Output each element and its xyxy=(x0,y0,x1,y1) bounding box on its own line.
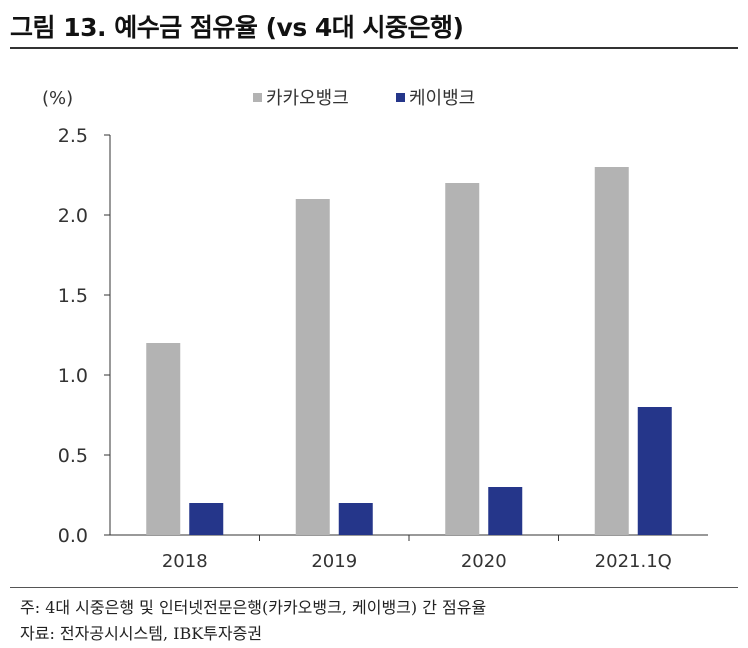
x-tick-label: 2018 xyxy=(162,551,208,572)
title-divider xyxy=(10,47,738,49)
bar-kbank xyxy=(338,503,373,535)
bar-kbank xyxy=(488,487,523,535)
x-tick-label: 2019 xyxy=(311,551,357,572)
legend-swatch-kakaobank xyxy=(253,93,262,102)
y-tick-label: 2.0 xyxy=(58,205,88,227)
y-axis-unit: (%) xyxy=(42,88,73,109)
legend-label-kbank: 케이뱅크 xyxy=(409,88,475,109)
footnote: 주: 4대 시중은행 및 인터넷전문은행(카카오뱅크, 케이뱅크) 간 점유율 xyxy=(20,598,487,617)
x-tick-label: 2020 xyxy=(461,551,507,572)
footer-divider xyxy=(10,587,738,588)
bar-kakaobank xyxy=(594,167,629,535)
legend-label-kakaobank: 카카오뱅크 xyxy=(266,88,349,109)
figure-title: 그림 13. 예수금 점유율 (vs 4대 시중은행) xyxy=(10,13,464,42)
bar-kakaobank xyxy=(146,343,181,535)
legend: 카카오뱅크 케이뱅크 xyxy=(253,88,475,109)
bar-kbank xyxy=(189,503,224,535)
source-note: 자료: 전자공시시스템, IBK투자증권 xyxy=(20,624,263,643)
y-tick-label: 0.5 xyxy=(58,445,88,467)
x-tick-label: 2021.1Q xyxy=(595,551,672,572)
y-tick-label: 2.5 xyxy=(58,125,88,147)
bar-kakaobank xyxy=(445,183,480,535)
bar-chart: (%) 카카오뱅크 케이뱅크 0.0 0.5 1.0 1.5 2.0 2.5 2018 20… xyxy=(42,88,708,572)
bar-kbank xyxy=(637,407,672,535)
y-tick-label: 1.0 xyxy=(58,365,88,387)
legend-swatch-kbank xyxy=(396,93,405,102)
y-tick-label: 0.0 xyxy=(58,525,88,547)
y-tick-label: 1.5 xyxy=(58,285,88,307)
bar-kakaobank xyxy=(295,199,330,535)
